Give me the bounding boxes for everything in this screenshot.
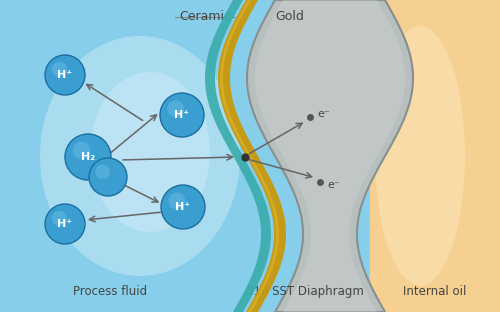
Circle shape (73, 142, 90, 159)
Circle shape (65, 134, 111, 180)
Circle shape (45, 204, 85, 244)
Polygon shape (255, 0, 405, 312)
Text: H⁺: H⁺ (58, 219, 72, 229)
Text: H⁺: H⁺ (176, 202, 190, 212)
Circle shape (89, 158, 127, 196)
Circle shape (168, 100, 184, 117)
Text: Gold: Gold (275, 10, 304, 23)
Text: Ceramic: Ceramic (179, 10, 231, 23)
Polygon shape (220, 0, 279, 312)
Text: Process fluid: Process fluid (73, 285, 147, 298)
Circle shape (161, 185, 205, 229)
Circle shape (160, 93, 204, 137)
Circle shape (168, 193, 185, 209)
Ellipse shape (375, 26, 465, 286)
Polygon shape (205, 0, 271, 312)
Ellipse shape (90, 72, 210, 232)
Text: e⁻: e⁻ (327, 180, 340, 190)
Circle shape (52, 62, 67, 77)
Circle shape (45, 55, 85, 95)
Circle shape (52, 211, 67, 226)
Circle shape (96, 164, 110, 179)
Text: H₂: H₂ (81, 152, 95, 162)
Text: Internal oil: Internal oil (404, 285, 466, 298)
Polygon shape (218, 0, 286, 312)
Text: H⁺: H⁺ (174, 110, 190, 120)
Text: 316 SST Diaphragm: 316 SST Diaphragm (246, 285, 364, 298)
Ellipse shape (40, 36, 240, 276)
Polygon shape (247, 0, 413, 312)
Text: e⁻: e⁻ (317, 109, 330, 119)
Text: H⁺: H⁺ (58, 70, 72, 80)
Bar (370, 0, 500, 312)
